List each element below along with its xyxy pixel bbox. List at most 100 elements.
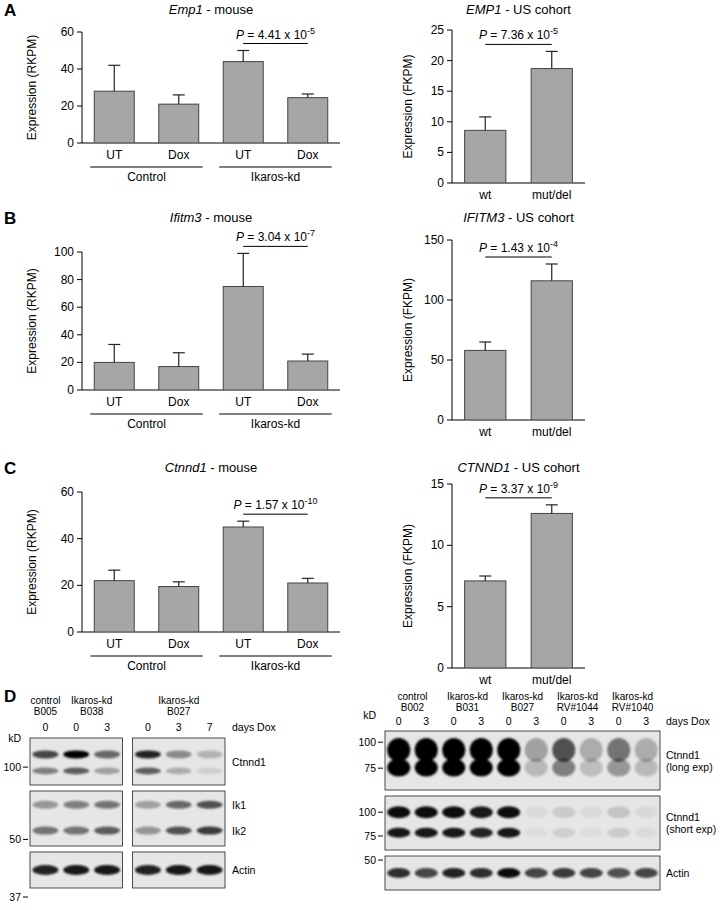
title: EMP1 - US cohort [466, 2, 571, 17]
title: IFITM3 - US cohort [463, 210, 574, 225]
bands [32, 750, 222, 774]
marker-label: 100 [3, 761, 21, 773]
chart: AEmp1 - mouseExpression (RKPM)0204060UTD… [4, 1, 340, 184]
title-gene: Ctnnd1 [165, 460, 207, 475]
band [94, 801, 120, 809]
error-line [307, 578, 308, 583]
band [166, 750, 192, 758]
group-line [219, 414, 331, 415]
sample-label: Ikaros-kd [557, 691, 598, 702]
sample-label: Ikaros-kd [447, 691, 488, 702]
band [135, 750, 161, 758]
lane-day: 0 [506, 715, 512, 727]
lane-day: 3 [643, 715, 649, 727]
y-tick [77, 334, 82, 335]
band [197, 865, 223, 875]
band [470, 828, 493, 838]
y-tick-label: 50 [431, 353, 445, 367]
row-label: (short exp) [666, 823, 716, 835]
band [607, 828, 630, 838]
sample-label: B002 [401, 702, 425, 713]
band [580, 828, 603, 838]
y-axis [82, 32, 83, 143]
sample-label: Ikaros-kd [158, 695, 199, 706]
membrane [30, 738, 123, 785]
p-exponent: -9 [550, 480, 558, 490]
sample-label: B005 [34, 706, 58, 717]
band [32, 827, 58, 835]
band [470, 738, 493, 762]
band [94, 767, 120, 774]
error-cap [108, 570, 120, 571]
title: Emp1 - mouse [169, 2, 254, 17]
band [63, 801, 89, 809]
error-bar [479, 117, 491, 130]
y-tick-label: 20 [61, 355, 75, 369]
bar [531, 513, 572, 668]
significance-line [485, 44, 552, 45]
figure: AEmp1 - mouseExpression (RKPM)0204060UTD… [0, 0, 726, 910]
band [63, 767, 89, 774]
bar [223, 287, 263, 391]
row-label: Ctnnd1 [666, 811, 700, 823]
significance-line [243, 246, 308, 247]
x-tick-label: mut/del [532, 673, 571, 687]
bar [159, 104, 199, 143]
x-tick-label: Dox [168, 395, 189, 409]
title-gene: CTNND1 [457, 460, 510, 475]
band [32, 865, 58, 875]
membrane [385, 731, 660, 790]
sample-label: control [30, 695, 60, 706]
p-symbol: P [479, 241, 487, 255]
band [135, 801, 161, 809]
sample-label: control [397, 691, 427, 702]
error-cap [479, 116, 491, 117]
band [166, 865, 192, 875]
group-label: Control [127, 170, 166, 184]
membrane [133, 738, 226, 785]
marker-tick [23, 897, 28, 898]
bar [94, 362, 134, 390]
bar [288, 583, 328, 632]
bar [465, 350, 506, 420]
y-axis-label: Expression (RKPM) [25, 509, 39, 614]
error-line [114, 570, 115, 581]
chart: IFITM3 - US cohortExpression (FKPM)05010… [401, 210, 585, 439]
y-tick-label: 60 [61, 25, 75, 39]
error-cap [546, 263, 558, 264]
band [580, 759, 603, 777]
y-tick [447, 30, 452, 31]
marker-tick [23, 839, 28, 840]
group-line [90, 167, 202, 168]
band [580, 868, 603, 878]
band [580, 738, 603, 762]
band [552, 868, 575, 878]
error-cap [108, 65, 120, 66]
error-cap [546, 51, 558, 52]
y-tick-label: 150 [424, 233, 444, 247]
band [552, 738, 575, 762]
error-line [178, 95, 179, 104]
plot-area [465, 51, 573, 183]
marker-label: 50 [9, 833, 21, 845]
title: Ifitm3 - mouse [170, 210, 252, 225]
x-tick-label: Dox [297, 395, 318, 409]
x-tick-label: UT [106, 395, 123, 409]
error-bar [302, 94, 314, 98]
band [166, 767, 192, 774]
group-label: Control [127, 417, 166, 431]
p-value: P = 4.41 x 10-5 [236, 26, 315, 42]
y-tick [77, 632, 82, 633]
y-tick-label: 20 [431, 54, 445, 68]
chart: CCtnnd1 - mouseExpression (RKPM)0204060U… [4, 459, 340, 673]
x-tick-label: UT [235, 637, 252, 651]
title-rest: - US cohort [510, 460, 580, 475]
error-bar [237, 51, 249, 62]
error-cap [237, 521, 249, 522]
bands [387, 738, 658, 777]
group-label: Control [127, 659, 166, 673]
lane-day: 0 [451, 715, 457, 727]
error-cap [237, 50, 249, 51]
error-line [485, 117, 486, 130]
band [470, 759, 493, 777]
